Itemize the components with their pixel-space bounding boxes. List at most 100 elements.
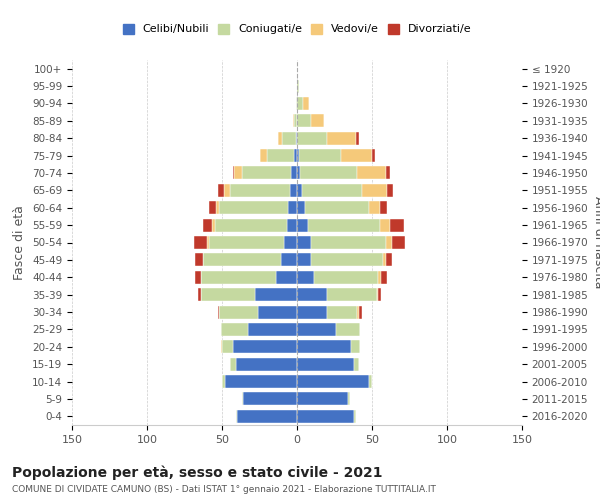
Bar [311,236,386,249]
Bar [225,375,297,388]
Bar [311,254,383,266]
Bar [229,358,235,370]
Bar [222,375,225,388]
Bar [201,270,276,284]
Bar [386,254,392,266]
Bar [296,132,297,144]
Bar [241,392,243,406]
Bar [305,201,369,214]
Bar [218,184,223,197]
Y-axis label: Anni di nascita: Anni di nascita [592,196,600,289]
Bar [221,340,222,353]
Bar [235,410,237,423]
Bar [355,132,359,144]
Bar [297,132,327,144]
Bar [281,254,297,266]
Bar [237,410,297,423]
Bar [390,218,404,232]
Bar [216,201,219,214]
Bar [291,166,297,179]
Bar [203,254,281,266]
Bar [297,166,300,179]
Bar [277,132,282,144]
Bar [297,410,354,423]
Bar [201,288,255,301]
Bar [195,254,203,266]
Bar [354,358,359,370]
Bar [348,392,349,406]
Text: COMUNE DI CIVIDATE CAMUNO (BS) - Dati ISTAT 1° gennaio 2021 - Elaborazione TUTTI: COMUNE DI CIVIDATE CAMUNO (BS) - Dati IS… [12,485,436,494]
Bar [354,410,355,423]
Bar [297,392,348,406]
Bar [276,270,297,284]
Bar [380,201,387,214]
Bar [297,114,311,128]
Bar [287,218,297,232]
Bar [193,236,207,249]
Bar [297,375,369,388]
Bar [378,288,381,301]
Bar [297,288,327,301]
Bar [297,254,311,266]
Bar [297,149,299,162]
Bar [378,270,381,284]
Bar [336,323,360,336]
Bar [293,114,294,128]
Bar [294,114,297,128]
Bar [297,323,336,336]
Bar [219,201,288,214]
Bar [255,288,297,301]
Bar [229,184,290,197]
Bar [377,288,378,301]
Bar [219,306,258,318]
Bar [303,97,309,110]
Bar [386,166,390,179]
Bar [198,288,201,301]
Bar [297,80,299,92]
Bar [314,270,378,284]
Bar [223,184,229,197]
Bar [327,132,355,144]
Bar [300,166,357,179]
Bar [297,340,351,353]
Bar [209,236,284,249]
Bar [297,358,354,370]
Bar [299,149,341,162]
Legend: Celibi/Nubili, Coniugati/e, Vedovi/e, Divorziati/e: Celibi/Nubili, Coniugati/e, Vedovi/e, Di… [117,18,477,40]
Text: Popolazione per età, sesso e stato civile - 2021: Popolazione per età, sesso e stato civil… [12,465,383,479]
Bar [243,392,297,406]
Bar [297,201,305,214]
Bar [311,114,324,128]
Bar [297,184,302,197]
Bar [351,340,360,353]
Bar [260,149,267,162]
Bar [235,358,297,370]
Bar [327,288,377,301]
Bar [221,323,248,336]
Bar [248,323,297,336]
Bar [369,375,372,388]
Bar [207,236,209,249]
Bar [297,97,303,110]
Bar [233,340,297,353]
Bar [212,218,215,232]
Bar [296,97,297,110]
Bar [294,149,297,162]
Bar [308,218,380,232]
Bar [218,306,219,318]
Bar [387,184,393,197]
Bar [284,236,297,249]
Bar [288,201,297,214]
Y-axis label: Fasce di età: Fasce di età [13,205,26,280]
Bar [209,201,216,214]
Bar [195,270,201,284]
Bar [392,236,405,249]
Bar [297,236,311,249]
Bar [258,306,297,318]
Bar [282,132,296,144]
Bar [380,218,390,232]
Bar [357,166,386,179]
Bar [361,184,387,197]
Bar [297,270,314,284]
Bar [357,306,359,318]
